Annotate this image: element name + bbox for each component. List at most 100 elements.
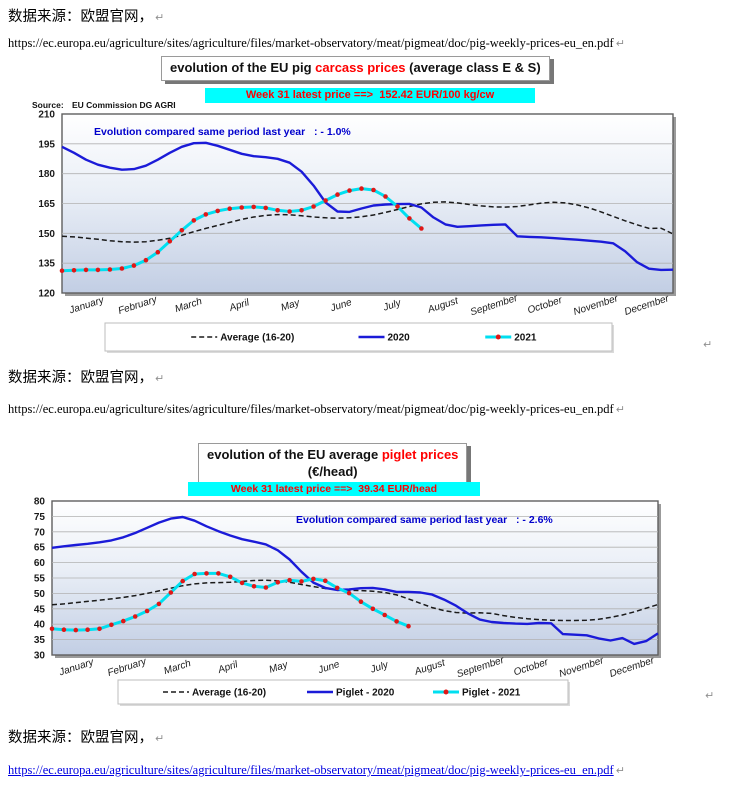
url-line-2: https://ec.europa.eu/agriculture/sites/a… bbox=[8, 402, 625, 417]
svg-text:195: 195 bbox=[38, 139, 55, 150]
paragraph-mark: ↵ bbox=[155, 11, 165, 24]
svg-text:April: April bbox=[227, 297, 251, 314]
svg-text:October: October bbox=[512, 657, 550, 679]
title-text: evolution of the EU pig bbox=[170, 60, 316, 75]
svg-text:September: September bbox=[456, 655, 507, 681]
svg-text:60: 60 bbox=[34, 558, 46, 569]
svg-text:May: May bbox=[268, 659, 290, 676]
series-2021 bbox=[59, 186, 424, 273]
title-text: (average class E & S) bbox=[405, 60, 541, 75]
paragraph-mark: ↵ bbox=[615, 37, 625, 50]
series-2020 bbox=[61, 141, 674, 272]
latest-price-text: Week 31 latest price ==> 39.34 EUR/head bbox=[230, 483, 438, 495]
source-value: EU Commission DG AGRI bbox=[72, 100, 176, 110]
title-text-red: piglet prices bbox=[381, 447, 459, 462]
title-text-red: carcass prices bbox=[315, 60, 406, 75]
svg-text:45: 45 bbox=[34, 604, 46, 615]
x-axis-month-labels: January February March April May June July Augu… bbox=[67, 293, 671, 319]
url-text: https://ec.europa.eu/agriculture/sites/a… bbox=[8, 402, 614, 416]
x-axis-month-labels: January February March April May June July Augu… bbox=[57, 655, 656, 681]
svg-text:180: 180 bbox=[38, 169, 55, 180]
source-paragraph-2: 数据来源：欧盟官网， ↵ bbox=[8, 366, 164, 387]
latest-price-banner: Week 31 latest price ==> 152.42 EUR/100 … bbox=[205, 88, 535, 103]
svg-text:November: November bbox=[558, 655, 606, 680]
url-line-3: https://ec.europa.eu/agriculture/sites/a… bbox=[8, 763, 625, 778]
svg-text:Piglet - 2020: Piglet - 2020 bbox=[336, 688, 395, 699]
paragraph-mark: ↵ bbox=[615, 764, 625, 777]
svg-text:June: June bbox=[316, 659, 341, 677]
svg-text:Average (16-20): Average (16-20) bbox=[220, 333, 294, 344]
svg-text:30: 30 bbox=[34, 651, 46, 662]
paragraph-mark: ↵ bbox=[615, 403, 625, 416]
svg-text:February: February bbox=[117, 294, 159, 317]
carcass-price-chart: 120 135 150 165 180 195 210 January February Marc… bbox=[28, 55, 720, 355]
y-axis-labels: 30 35 40 45 50 55 60 65 70 75 80 bbox=[34, 497, 46, 662]
svg-text:150: 150 bbox=[38, 229, 55, 240]
url-line-1: https://ec.europa.eu/agriculture/sites/a… bbox=[8, 36, 625, 51]
paragraph-mark: ↵ bbox=[155, 732, 165, 745]
series-piglet-2021 bbox=[49, 571, 411, 633]
svg-text:March: March bbox=[163, 658, 193, 677]
svg-text:75: 75 bbox=[34, 512, 46, 523]
svg-text:55: 55 bbox=[34, 574, 46, 585]
svg-text:35: 35 bbox=[34, 635, 46, 646]
pdf-hyperlink[interactable]: https://ec.europa.eu/agriculture/sites/a… bbox=[8, 763, 614, 777]
carcass-price-chart-svg: 120 135 150 165 180 195 210 January February Marc… bbox=[38, 110, 676, 353]
evolution-annotation: Evolution compared same period last year… bbox=[94, 126, 351, 138]
piglet-price-chart: 30 35 40 45 50 55 60 65 70 75 80 January February Mar… bbox=[28, 443, 728, 715]
title-text: evolution of the EU average bbox=[207, 447, 382, 462]
paragraph-mark: ↵ bbox=[705, 689, 715, 702]
svg-text:165: 165 bbox=[38, 199, 55, 210]
svg-text:March: March bbox=[174, 296, 204, 315]
svg-text:80: 80 bbox=[34, 497, 46, 508]
svg-text:August: August bbox=[413, 657, 448, 678]
svg-text:October: October bbox=[526, 295, 564, 317]
svg-text:August: August bbox=[426, 295, 461, 316]
chart-title: evolution of the EU average piglet price… bbox=[198, 443, 468, 485]
piglet-price-chart-svg: 30 35 40 45 50 55 60 65 70 75 80 January February Mar… bbox=[34, 497, 661, 706]
svg-text:70: 70 bbox=[34, 527, 46, 538]
source-text: 数据来源：欧盟官网， bbox=[8, 370, 153, 386]
svg-text:Average (16-20): Average (16-20) bbox=[192, 688, 266, 699]
svg-text:February: February bbox=[106, 656, 148, 679]
svg-text:Piglet - 2021: Piglet - 2021 bbox=[462, 688, 521, 699]
url-text: https://ec.europa.eu/agriculture/sites/a… bbox=[8, 36, 614, 50]
series-piglet-2020 bbox=[51, 515, 659, 646]
source-paragraph-1: 数据来源：欧盟官网， ↵ bbox=[8, 5, 164, 26]
legend: Average (16-20) 2020 2021 bbox=[104, 322, 614, 353]
svg-text:135: 135 bbox=[38, 259, 55, 270]
series-average-16-20- bbox=[51, 579, 659, 622]
svg-text:November: November bbox=[572, 293, 620, 318]
latest-price-text: Week 31 latest price ==> 152.42 EUR/100 … bbox=[245, 89, 495, 101]
source-label: Source: bbox=[32, 100, 64, 110]
svg-text:65: 65 bbox=[34, 543, 46, 554]
svg-text:December: December bbox=[623, 293, 671, 318]
source-text: 数据来源：欧盟官网， bbox=[8, 9, 153, 25]
svg-text:September: September bbox=[469, 293, 520, 319]
latest-price-banner: Week 31 latest price ==> 39.34 EUR/head bbox=[188, 482, 480, 496]
svg-text:120: 120 bbox=[38, 289, 55, 300]
series-average-16-20- bbox=[61, 201, 674, 243]
y-axis-labels: 120 135 150 165 180 195 210 bbox=[38, 110, 55, 300]
paragraph-mark: ↵ bbox=[155, 372, 165, 385]
source-text: 数据来源：欧盟官网， bbox=[8, 730, 153, 746]
svg-text:June: June bbox=[328, 297, 353, 315]
title-subtext: (€/head) bbox=[307, 463, 358, 479]
svg-text:April: April bbox=[216, 659, 240, 676]
svg-text:July: July bbox=[381, 297, 403, 314]
paragraph-mark: ↵ bbox=[703, 338, 713, 351]
chart-title: evolution of the EU pig carcass prices (… bbox=[161, 56, 550, 81]
svg-text:December: December bbox=[608, 655, 656, 680]
svg-text:50: 50 bbox=[34, 589, 46, 600]
svg-text:2020: 2020 bbox=[388, 333, 411, 344]
gridlines bbox=[52, 516, 658, 641]
svg-text:January: January bbox=[57, 657, 96, 679]
svg-text:210: 210 bbox=[38, 110, 55, 121]
source-paragraph-3: 数据来源：欧盟官网， ↵ bbox=[8, 726, 164, 747]
svg-text:January: January bbox=[67, 295, 106, 317]
svg-text:May: May bbox=[280, 297, 302, 314]
svg-text:July: July bbox=[368, 659, 390, 676]
legend: Average (16-20) Piglet - 2020 Piglet - 202… bbox=[117, 679, 570, 706]
evolution-annotation: Evolution compared same period last year… bbox=[296, 514, 553, 526]
svg-text:2021: 2021 bbox=[514, 333, 537, 344]
